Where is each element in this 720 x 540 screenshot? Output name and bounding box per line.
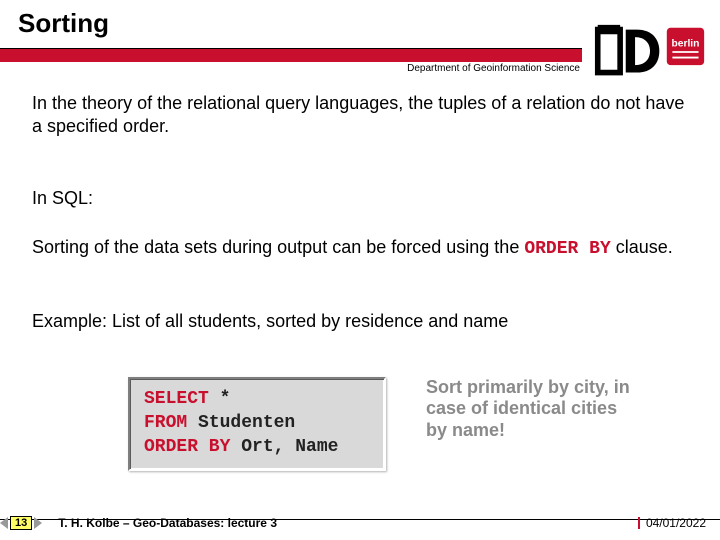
slide-number-control: 13 [0,516,42,530]
sql-line-orderby: ORDER BY Ort, Name [144,435,370,459]
sql-from-table: Studenten [187,413,295,433]
sql-line-select: SELECT * [144,387,370,411]
sql-keyword-select: SELECT [144,389,209,409]
footer: 13 T. H. Kolbe – Geo-Databases: lecture … [0,506,720,530]
page-title: Sorting [18,8,109,39]
text-suffix: clause. [611,237,673,257]
in-sql-label: In SQL: [32,187,688,210]
footer-date: 04/01/2022 [646,516,706,530]
paragraph-intro: In the theory of the relational query la… [32,92,688,137]
example-label: Example: List of all students, sorted by… [32,310,688,333]
sql-keyword-orderby: ORDER BY [144,437,230,457]
text-prefix: Sorting of the data sets during output c… [32,237,524,257]
university-logo: berlin [594,24,706,80]
department-label: Department of Geoinformation Science [407,63,580,74]
sql-code-block: SELECT * FROM Studenten ORDER BY Ort, Na… [128,377,386,472]
sql-line-from: FROM Studenten [144,411,370,435]
footer-lecture-title: T. H. Kolbe – Geo-Databases: lecture 3 [58,516,277,530]
paragraph-orderby: Sorting of the data sets during output c… [32,236,688,261]
slide-number: 13 [10,516,32,530]
annotation-text: Sort primarily by city, in case of ident… [426,377,636,442]
sql-keyword-from: FROM [144,413,187,433]
next-slide-icon[interactable] [34,517,42,529]
footer-accent-separator [638,517,640,529]
svg-text:berlin: berlin [672,38,700,49]
order-by-keyword: ORDER BY [524,239,610,259]
prev-slide-icon[interactable] [0,517,8,529]
sql-orderby-cols: Ort, Name [230,437,338,457]
sql-select-cols: * [209,389,231,409]
slide-body: In the theory of the relational query la… [32,92,688,471]
header-accent-bar [0,48,582,62]
